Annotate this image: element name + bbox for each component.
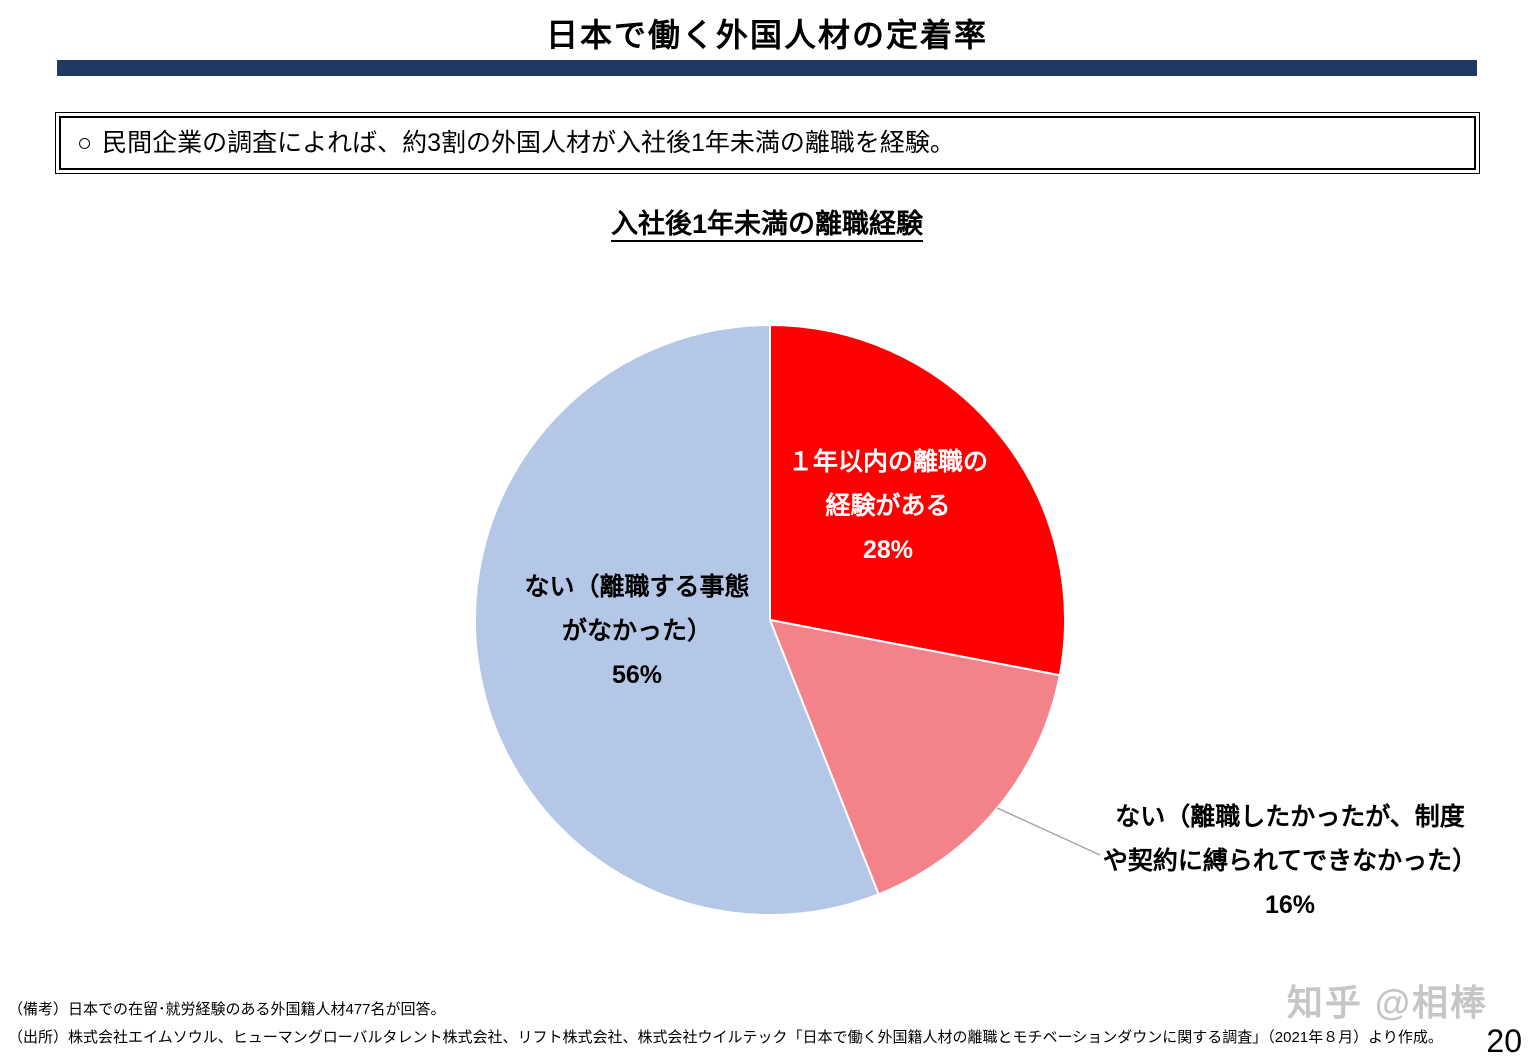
label-line: や契約に縛られてできなかった） [1102, 847, 1478, 875]
label-line: ない（離職したかったが、制度 [1115, 803, 1465, 831]
statement-marker: ○ [77, 129, 93, 157]
pie-slice-1 [768, 618, 1061, 896]
label-quit-experienced: １年以内の離職の 経験がある 28% [788, 440, 988, 572]
pie-slice-0 [769, 323, 1066, 677]
label-line: 16% [1264, 891, 1316, 919]
leader-line [996, 807, 1101, 856]
label-line: ない（離職する事態 [524, 573, 750, 601]
page-number: 20 [1486, 1023, 1522, 1059]
pie-chart [474, 323, 1101, 916]
chart-area: 入社後1年未満の離職経験 １年以内の離職の 経験がある 28% ない（離職する事… [0, 190, 1534, 980]
statement-box-inner: ○ 民間企業の調査によれば、約3割の外国人材が入社後1年未満の離職を経験。 [59, 116, 1476, 170]
pie-slice-2 [474, 323, 880, 916]
label-wanted-but-could-not: ない（離職したかったが、制度 や契約に縛られてできなかった） 16% [1103, 795, 1477, 927]
page-title: 日本で働く外国人材の定着率 [545, 17, 988, 53]
label-line: がなかった） [561, 617, 713, 645]
statement-box: ○ 民間企業の調査によれば、約3割の外国人材が入社後1年未満の離職を経験。 [55, 112, 1480, 174]
remark-note: （備考）日本での在留･就労経験のある外国籍人材477名が回答。 [8, 1001, 446, 1018]
label-line: 28% [862, 536, 914, 564]
label-line: 56% [611, 661, 663, 689]
watermark: 知乎 @相棒 [1286, 982, 1488, 1023]
label-line: １年以内の離職の [787, 448, 989, 476]
statement-text: 民間企業の調査によれば、約3割の外国人材が入社後1年未満の離職を経験。 [102, 129, 955, 157]
chart-title: 入社後1年未満の離職経験 [610, 209, 923, 239]
title-accent-bar [57, 60, 1477, 76]
source-note: （出所）株式会社エイムソウル、ヒューマングローバルタレント株式会社、リフト株式会… [8, 1029, 1443, 1046]
label-line: 経験がある [825, 492, 951, 520]
label-no-quit-event: ない（離職する事態 がなかった） 56% [524, 565, 749, 697]
